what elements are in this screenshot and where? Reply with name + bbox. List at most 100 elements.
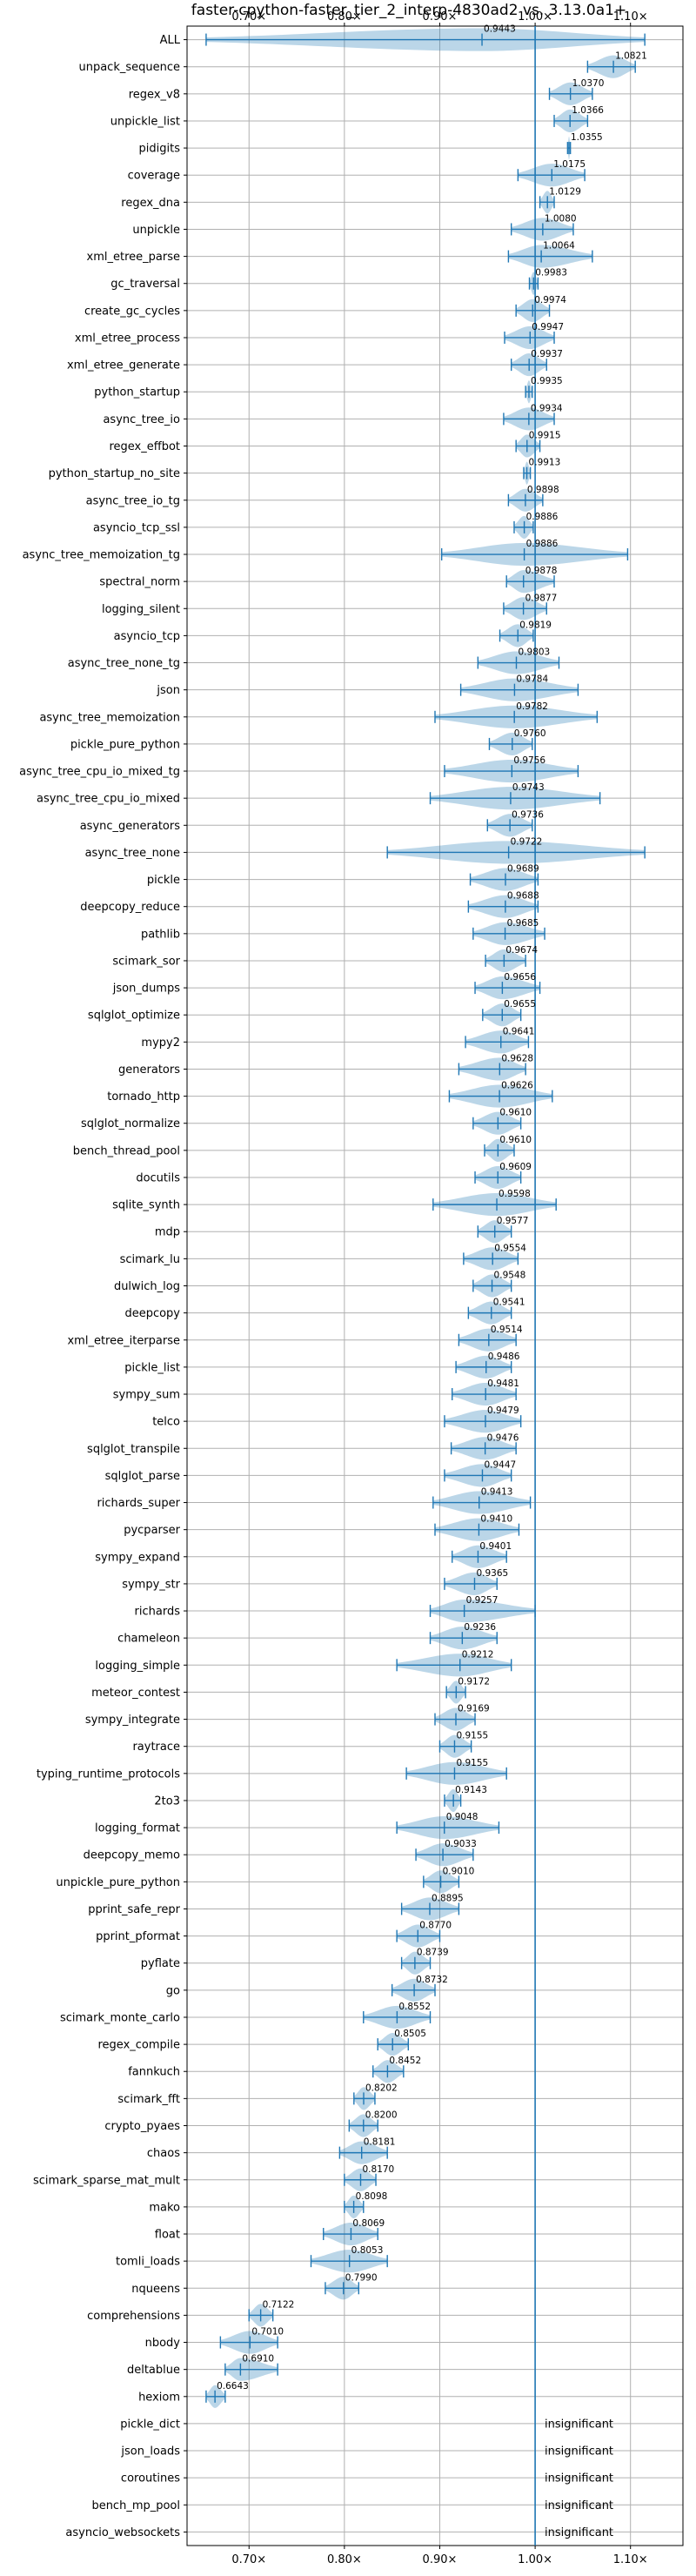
- data-label: 0.8895: [432, 1893, 464, 1903]
- category-label: gc_traversal: [110, 278, 180, 291]
- category-label: async_tree_memoization_tg: [23, 549, 180, 562]
- x-tick-label-top: 0.90×: [423, 10, 458, 23]
- data-label: 0.9974: [534, 295, 566, 305]
- data-label: 0.8452: [389, 2056, 421, 2066]
- category-label: create_gc_cycles: [84, 305, 180, 318]
- data-label: 0.9413: [481, 1487, 513, 1498]
- category-label: spectral_norm: [99, 576, 180, 589]
- violin-layer: [205, 28, 646, 2408]
- data-label: 0.9479: [487, 1405, 519, 1416]
- category-label: nqueens: [131, 2283, 180, 2296]
- data-label: 0.9784: [516, 674, 548, 685]
- category-label: deepcopy: [124, 1307, 180, 1320]
- category-label: logging_simple: [95, 1660, 180, 1673]
- category-label: telco: [152, 1416, 180, 1429]
- data-label: 0.9655: [504, 999, 536, 1010]
- category-label: pyflate: [141, 1957, 180, 1970]
- category-label: mdp: [155, 1226, 180, 1239]
- data-label: 0.9743: [512, 782, 545, 793]
- x-tick-label-bottom: 0.90×: [423, 2553, 458, 2566]
- data-label: 0.9688: [507, 891, 539, 902]
- data-label: 0.9819: [519, 620, 552, 630]
- category-label: asyncio_websockets: [65, 2526, 180, 2539]
- category-label: mypy2: [141, 1036, 180, 1050]
- data-label: 0.9143: [455, 1785, 487, 1795]
- category-label: logging_silent: [102, 603, 180, 616]
- data-label: 0.9514: [491, 1325, 523, 1335]
- category-label: json_dumps: [112, 983, 180, 996]
- category-label: sympy_integrate: [85, 1714, 180, 1727]
- data-label: 0.9548: [494, 1271, 526, 1281]
- x-tick-label-top: 0.70×: [231, 10, 266, 23]
- axis-layer: 0.70× 0.70× 0.80× 0.80× 0.90× 0.90× 1.00× 1.00×…: [184, 10, 684, 2566]
- category-label: deepcopy_memo: [84, 1849, 180, 1862]
- data-label: 0.8732: [416, 1975, 448, 1985]
- data-label: 0.9236: [464, 1622, 496, 1633]
- category-label: python_startup: [94, 386, 180, 399]
- label-layer: ALL unpack_sequence regex_v8 unpickle_listp…: [19, 24, 647, 2539]
- x-tick-label-bottom: 0.70×: [231, 2553, 266, 2566]
- data-label: 0.9609: [499, 1162, 532, 1172]
- category-label: asyncio_tcp: [114, 630, 180, 643]
- data-label: 0.7122: [263, 2299, 295, 2310]
- data-label: 0.9010: [443, 1866, 475, 1876]
- data-label: 0.8181: [364, 2137, 396, 2148]
- category-label: pycparser: [124, 1524, 180, 1537]
- data-label: 0.9656: [504, 972, 536, 983]
- data-label: 0.8170: [363, 2164, 395, 2175]
- data-label: 0.8069: [352, 2218, 385, 2229]
- category-label: regex_effbot: [109, 440, 180, 453]
- x-tick-label-top: 0.80×: [327, 10, 362, 23]
- category-label: xml_etree_iterparse: [67, 1334, 180, 1347]
- x-tick-label-bottom: 1.10×: [613, 2553, 648, 2566]
- data-label: 0.9257: [466, 1595, 499, 1606]
- data-label: 0.8098: [356, 2191, 388, 2202]
- data-label: 0.7990: [345, 2272, 378, 2283]
- data-label: 0.9172: [458, 1676, 490, 1687]
- category-label: sqlglot_parse: [105, 1470, 180, 1483]
- chart-title: faster-cpython-faster_tier_2_interp-4830…: [191, 2, 626, 19]
- category-label: unpickle_list: [110, 115, 180, 128]
- data-label: 0.9934: [531, 403, 563, 413]
- data-label: 0.9033: [445, 1839, 477, 1849]
- data-label: 0.7010: [251, 2327, 284, 2338]
- data-label: 0.9476: [487, 1432, 519, 1443]
- data-label: 0.9674: [505, 945, 538, 956]
- category-label: tomli_loads: [116, 2256, 180, 2269]
- x-tick-label-bottom: 1.00×: [518, 2553, 552, 2566]
- data-label: 0.9913: [529, 458, 561, 468]
- category-label: async_tree_io_tg: [86, 494, 180, 507]
- data-label: 0.8739: [417, 1948, 449, 1958]
- category-label: async_tree_memoization: [39, 711, 180, 724]
- data-label: 0.9983: [535, 268, 567, 278]
- data-label: 0.8200: [365, 2110, 398, 2121]
- x-tick-label-top: 1.00×: [518, 10, 552, 23]
- category-label: pickle_pure_python: [70, 738, 180, 751]
- category-label: bench_mp_pool: [91, 2499, 180, 2512]
- category-label: sqlglot_normalize: [81, 1117, 180, 1130]
- data-label: 0.9685: [507, 918, 539, 929]
- category-label: deepcopy_reduce: [80, 901, 180, 914]
- category-label: async_tree_cpu_io_mixed: [37, 793, 180, 806]
- data-label: 1.0175: [553, 159, 586, 170]
- data-label: 0.9169: [458, 1704, 490, 1714]
- category-label: bench_thread_pool: [73, 1144, 180, 1157]
- insignificant-label: insignificant: [545, 2418, 613, 2431]
- category-label: fannkuch: [128, 2066, 180, 2079]
- insignificant-label: insignificant: [545, 2499, 613, 2512]
- category-label: docutils: [136, 1171, 180, 1184]
- category-label: sqlglot_optimize: [88, 1010, 180, 1023]
- data-label: 0.9541: [493, 1298, 525, 1308]
- category-label: regex_dna: [121, 197, 180, 210]
- data-label: 0.9626: [501, 1081, 533, 1091]
- data-label: 1.0064: [543, 241, 575, 252]
- data-label: 0.9947: [532, 322, 564, 332]
- data-label: 0.9878: [525, 566, 558, 576]
- category-label: unpickle_pure_python: [56, 1876, 180, 1889]
- category-label: sympy_expand: [95, 1551, 180, 1564]
- category-label: sympy_str: [122, 1578, 180, 1591]
- category-label: scimark_fft: [117, 2093, 180, 2106]
- data-label: 1.0080: [545, 213, 577, 224]
- x-tick-label-top: 1.10×: [613, 10, 648, 23]
